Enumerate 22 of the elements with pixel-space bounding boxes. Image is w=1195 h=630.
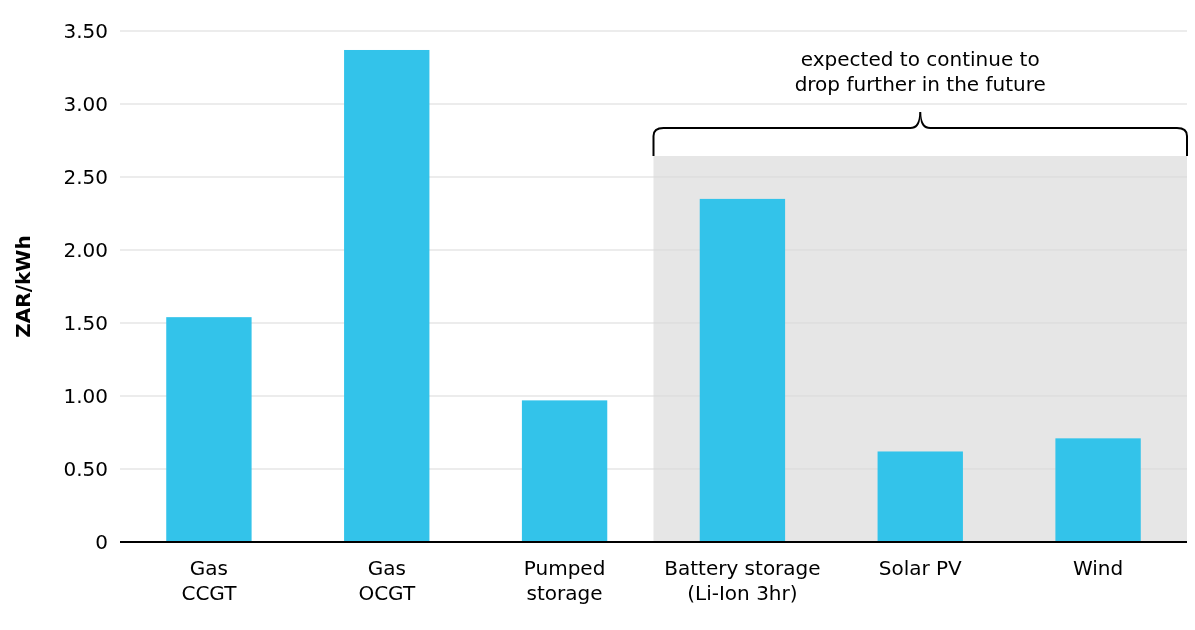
y-tick-label: 0.50 bbox=[63, 457, 108, 481]
y-tick-label: 3.50 bbox=[63, 19, 108, 43]
y-tick-label: 0 bbox=[95, 530, 108, 554]
x-tick-label: Gas CCGT bbox=[181, 556, 238, 605]
x-tick-label: Solar PV bbox=[878, 556, 963, 580]
y-tick-label: 1.00 bbox=[63, 384, 108, 408]
y-tick-label: 1.50 bbox=[63, 311, 108, 335]
x-tick-label: Pumped storage bbox=[523, 556, 606, 605]
bar bbox=[521, 400, 608, 542]
y-tick-label: 2.00 bbox=[63, 238, 108, 262]
x-tick-label: Gas OCGT bbox=[358, 556, 416, 605]
bar bbox=[344, 49, 430, 542]
bar bbox=[166, 317, 252, 542]
y-tick-label: 3.00 bbox=[63, 92, 108, 116]
bar bbox=[1055, 438, 1141, 542]
y-axis-title: ZAR/kWh bbox=[11, 235, 35, 338]
band-label: expected to continue to drop further in the future bbox=[794, 47, 1046, 96]
y-tick-label: 2.50 bbox=[63, 165, 108, 189]
bar bbox=[877, 451, 963, 542]
bar bbox=[699, 198, 786, 542]
x-tick-label: Wind bbox=[1072, 556, 1124, 580]
x-tick-label: Battery storage (Li-Ion 3hr) bbox=[664, 556, 821, 605]
